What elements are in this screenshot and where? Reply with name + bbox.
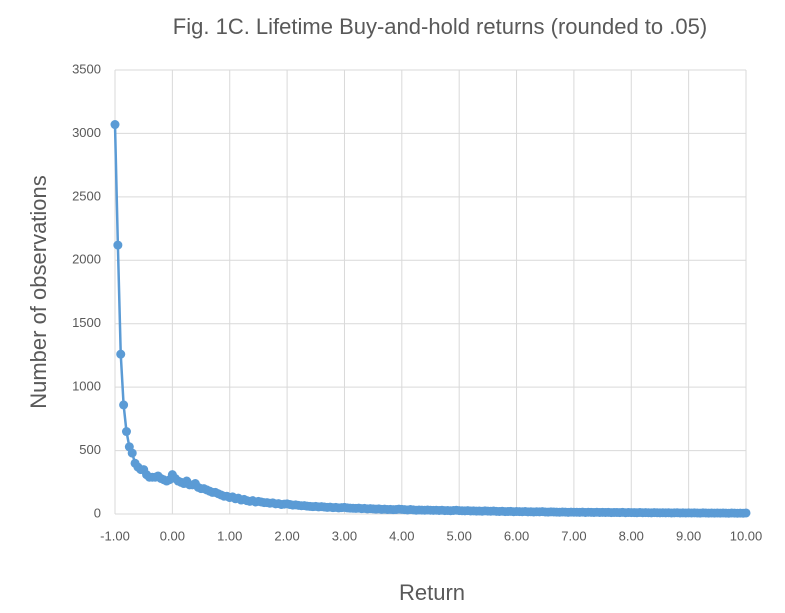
data-point	[113, 240, 123, 250]
x-tick-label: 4.00	[389, 528, 414, 543]
y-tick-label: 3000	[72, 125, 101, 140]
data-point	[116, 349, 126, 359]
x-axis-label: Return	[399, 580, 465, 605]
y-tick-label: 500	[79, 442, 101, 457]
y-tick-label: 0	[94, 505, 101, 520]
x-tick-label: 1.00	[217, 528, 242, 543]
data-point	[127, 448, 137, 458]
data-point	[121, 427, 131, 437]
x-tick-label: 3.00	[332, 528, 357, 543]
y-tick-label: 1500	[72, 315, 101, 330]
y-axis-label: Number of observations	[26, 175, 51, 409]
x-tick-label: 10.00	[730, 528, 763, 543]
y-tick-label: 3500	[72, 61, 101, 76]
y-tick-label: 1000	[72, 379, 101, 394]
x-tick-label: -1.00	[100, 528, 130, 543]
chart-title: Fig. 1C. Lifetime Buy-and-hold returns (…	[173, 14, 707, 39]
y-tick-label: 2500	[72, 188, 101, 203]
x-tick-label: 2.00	[274, 528, 299, 543]
y-tick-label: 2000	[72, 252, 101, 267]
data-point	[110, 120, 120, 130]
x-tick-label: 6.00	[504, 528, 529, 543]
data-point	[741, 508, 751, 518]
x-tick-label: 9.00	[676, 528, 701, 543]
x-tick-label: 8.00	[619, 528, 644, 543]
data-point	[119, 400, 129, 410]
x-tick-label: 7.00	[561, 528, 586, 543]
x-tick-label: 5.00	[447, 528, 472, 543]
x-tick-label: 0.00	[160, 528, 185, 543]
data-line	[113, 124, 747, 515]
